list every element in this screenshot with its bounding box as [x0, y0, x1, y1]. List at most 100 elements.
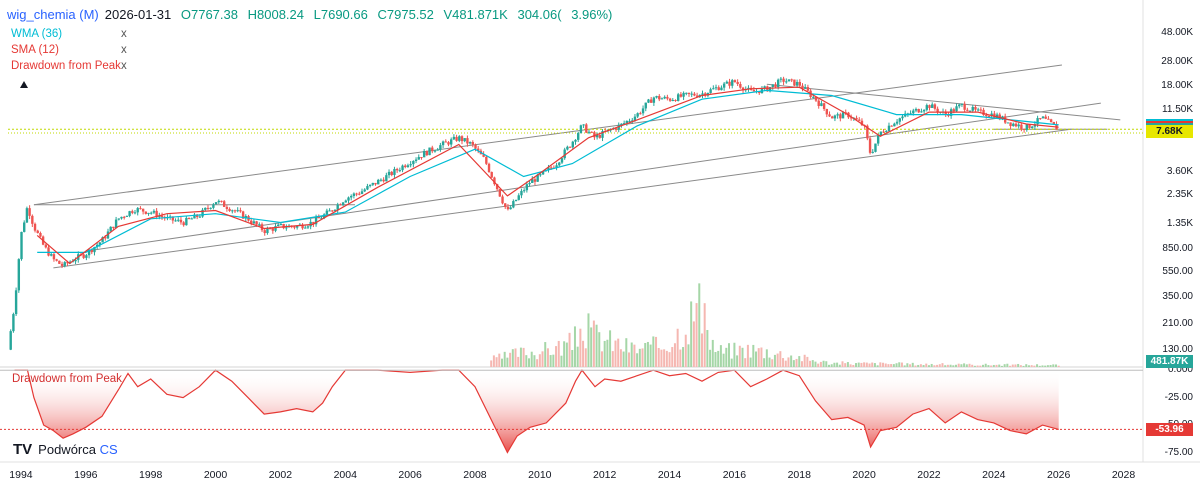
volume-bar	[541, 351, 544, 367]
candle-body	[31, 215, 34, 224]
candle-body	[139, 208, 142, 210]
candle-body	[912, 110, 915, 114]
volume-bar	[660, 349, 663, 367]
candle-body	[14, 290, 18, 315]
candle-body	[812, 96, 815, 98]
volume-bar	[519, 347, 522, 367]
candle-body	[239, 210, 242, 212]
candle-body	[87, 249, 91, 256]
candle-body	[633, 116, 637, 121]
time-tick-label: 2004	[333, 469, 357, 481]
candle-body	[341, 202, 345, 206]
volume-bar	[663, 349, 666, 367]
volume-bar	[811, 360, 814, 367]
candle-body	[171, 216, 175, 221]
candle-body	[485, 156, 488, 164]
candle-body	[982, 109, 985, 116]
candle-body	[44, 244, 48, 248]
candle-body	[374, 182, 377, 185]
candle-body	[841, 112, 845, 119]
legend-drawdown-close-icon[interactable]: x	[121, 60, 127, 72]
volume-bar	[676, 328, 679, 367]
volume-bar	[825, 361, 828, 367]
candle-body	[452, 136, 456, 140]
candle-body	[355, 193, 358, 195]
candle-body	[282, 223, 285, 229]
candle-body	[398, 170, 402, 172]
candle-body	[587, 131, 591, 133]
candle-body	[258, 224, 261, 226]
candle-body	[304, 227, 307, 229]
volume-bar	[533, 355, 536, 367]
candle-body	[217, 200, 220, 203]
candle-body	[509, 207, 512, 210]
candle-body	[228, 208, 231, 212]
candle-body	[158, 215, 161, 218]
legend-sma-close-icon[interactable]: x	[121, 44, 127, 56]
candle-body	[714, 87, 718, 89]
legend-sma[interactable]: SMA (12) x	[11, 44, 127, 56]
volume-bar	[733, 342, 736, 367]
time-tick-label: 2002	[268, 469, 293, 481]
legend-wma-close-icon[interactable]: x	[121, 28, 127, 40]
candle-body	[179, 219, 183, 223]
candle-body	[514, 199, 518, 202]
candle-body	[433, 150, 437, 152]
time-tick-label: 1998	[138, 469, 163, 481]
candle-body	[958, 104, 961, 107]
candle-body	[890, 125, 893, 127]
candle-body	[647, 99, 650, 103]
tradingview-logo[interactable]: TV Podwórca CS	[13, 441, 118, 458]
candle-body	[628, 120, 631, 122]
volume-bar	[984, 363, 987, 367]
candle-body	[976, 109, 980, 111]
candle-body	[558, 162, 561, 166]
volume-bar	[819, 361, 822, 367]
candle-body	[201, 209, 204, 217]
candle-body	[385, 175, 388, 182]
time-tick-label: 1996	[74, 469, 98, 481]
candle-body	[409, 164, 412, 166]
candle-body	[455, 136, 458, 141]
collapse-legend-icon[interactable]	[20, 81, 28, 88]
volume-bar	[765, 349, 768, 367]
price-tick-label: 130.00	[1162, 343, 1193, 355]
symbol-label[interactable]: wig_chemia (M)	[7, 7, 99, 22]
drawdown-tick-label: -75.00	[1164, 446, 1193, 458]
price-badge: 7.68K	[1146, 125, 1193, 139]
candle-body	[955, 106, 958, 112]
candle-body	[406, 165, 410, 168]
volume-bar	[738, 345, 741, 367]
volume-bar	[763, 358, 766, 367]
candle-body	[466, 138, 469, 144]
candle-body	[174, 220, 177, 222]
candle-body	[539, 174, 542, 176]
candle-body	[874, 143, 877, 152]
volume-bar	[741, 347, 744, 367]
legend-drawdown[interactable]: Drawdown from Peak x	[11, 60, 127, 72]
legend-wma[interactable]: WMA (36) x	[11, 28, 127, 40]
candle-body	[922, 109, 926, 112]
volume-bar	[571, 349, 574, 367]
candle-body	[798, 81, 801, 86]
candle-body	[250, 220, 253, 224]
candle-body	[814, 96, 818, 101]
volume-bar	[755, 351, 758, 367]
volume-bar	[954, 364, 957, 367]
volume-bar	[879, 362, 882, 367]
candle-body	[541, 171, 545, 175]
drawdown-tick-label: 0.000	[1167, 364, 1193, 376]
candle-body	[52, 254, 56, 260]
volume-bar	[1038, 365, 1041, 367]
volume-bar	[655, 336, 658, 367]
candle-body	[909, 113, 912, 115]
volume-bar	[952, 365, 955, 367]
volume-bar	[711, 339, 714, 367]
volume-bar	[1054, 364, 1057, 367]
volume-bar	[673, 343, 676, 367]
candle-body	[968, 110, 972, 112]
candle-body	[363, 189, 366, 192]
candle-body	[263, 230, 266, 234]
candle-body	[98, 242, 102, 245]
candle-body	[468, 142, 472, 144]
